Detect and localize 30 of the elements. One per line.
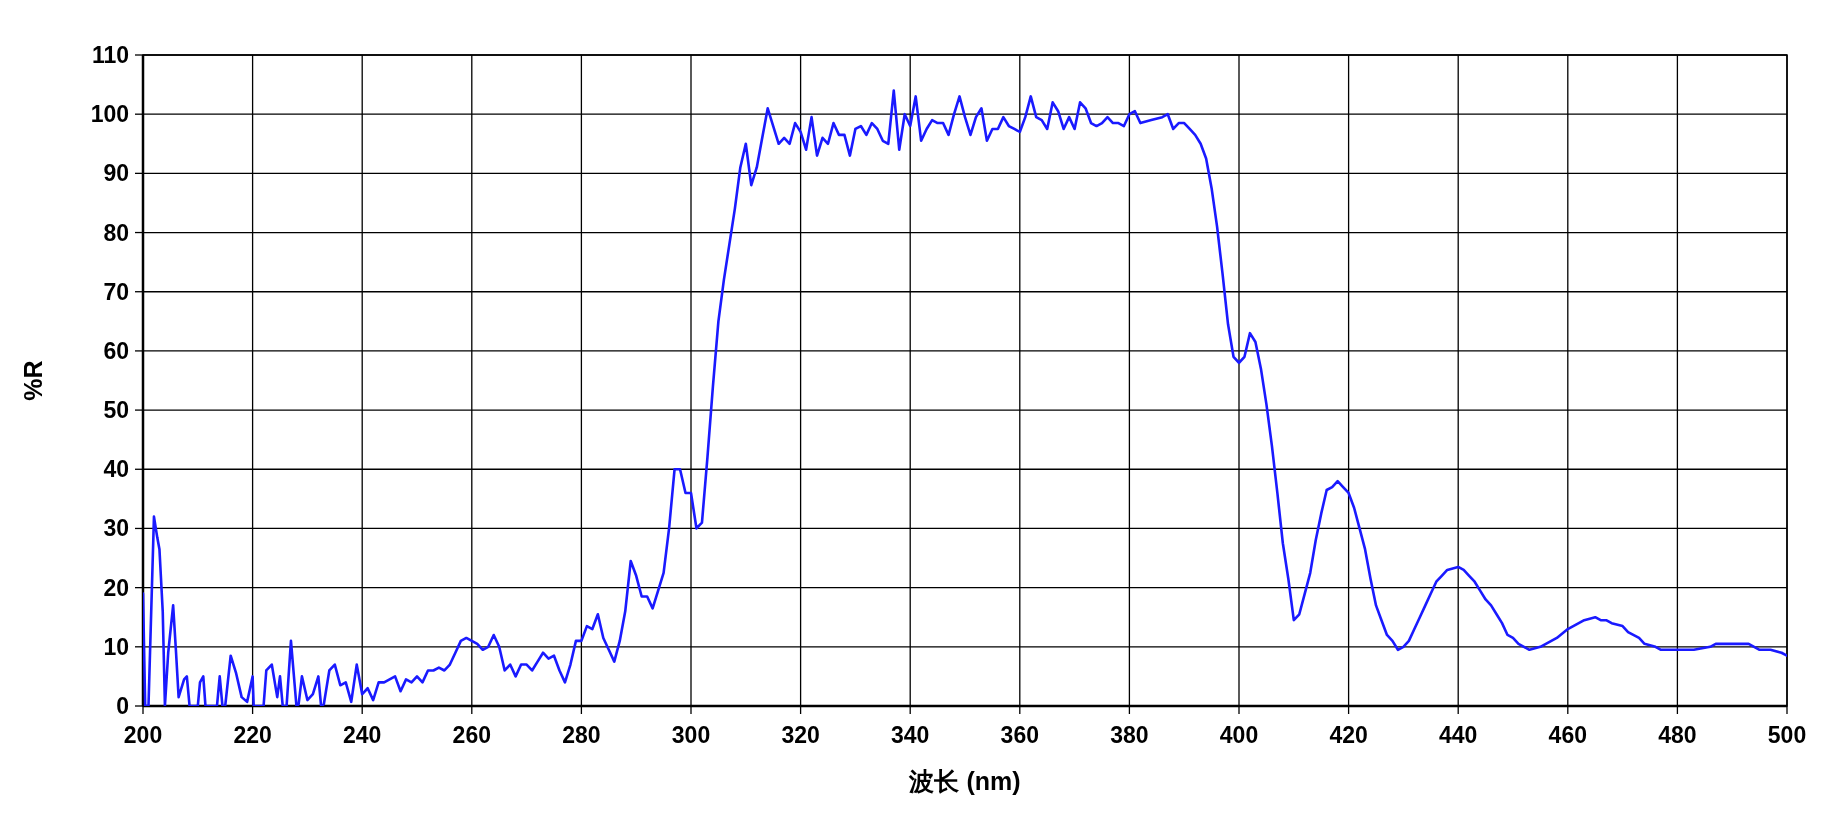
x-tick-label: 400 <box>1219 722 1259 748</box>
y-tick-label: 40 <box>103 456 129 483</box>
x-tick-label: 200 <box>123 722 163 748</box>
x-tick-label: 360 <box>1000 722 1039 748</box>
y-tick-label: 80 <box>103 219 129 246</box>
x-tick-label: 420 <box>1329 722 1368 748</box>
y-tick-label: 110 <box>91 42 129 68</box>
y-tick-label: 70 <box>103 278 129 305</box>
x-tick-label: 380 <box>1110 722 1149 748</box>
y-tick-label: 20 <box>103 574 129 601</box>
y-tick-label: 100 <box>90 101 129 128</box>
x-tick-label: 320 <box>781 722 820 748</box>
y-tick-label: 30 <box>103 515 129 542</box>
y-tick-label: 60 <box>103 337 129 364</box>
x-tick-label: 280 <box>562 722 601 748</box>
y-tick-label: 10 <box>103 633 129 660</box>
y-tick-label: 0 <box>116 693 129 719</box>
x-tick-label: 260 <box>452 722 491 748</box>
x-tick-label: 500 <box>1767 722 1807 748</box>
y-tick-label: 90 <box>103 160 129 187</box>
x-tick-label: 300 <box>671 722 711 748</box>
x-tick-label: 460 <box>1548 722 1587 748</box>
x-tick-label: 340 <box>891 722 930 748</box>
y-tick-label: 50 <box>103 397 129 424</box>
x-tick-label: 220 <box>233 722 272 748</box>
x-tick-label: 440 <box>1439 722 1478 748</box>
y-axis-title: %R <box>19 360 47 401</box>
x-tick-label: 240 <box>343 722 382 748</box>
x-axis-title: 波长 (nm) <box>908 767 1021 795</box>
x-tick-label: 480 <box>1658 722 1697 748</box>
